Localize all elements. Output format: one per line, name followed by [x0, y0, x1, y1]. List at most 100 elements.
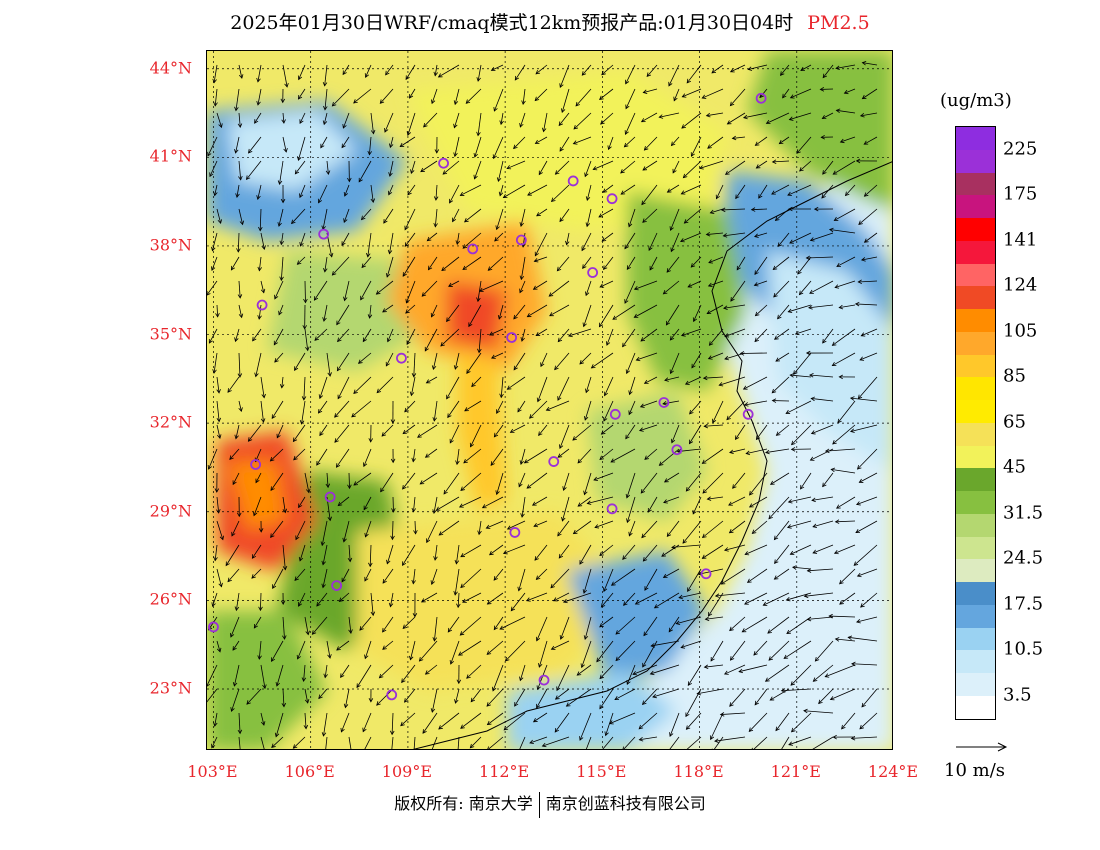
- wind-arrow: [753, 640, 768, 656]
- wind-arrow: [861, 88, 878, 100]
- wind-arrow: [318, 688, 328, 700]
- wind-arrow: [338, 592, 350, 602]
- wind-arrow: [447, 400, 460, 419]
- wind-arrow: [260, 712, 266, 726]
- wind-arrow: [792, 565, 812, 570]
- wind-arrow: [583, 400, 592, 421]
- colorbar-cell: [956, 627, 995, 651]
- wind-arrow: [709, 208, 724, 215]
- wind-arrow: [642, 544, 658, 562]
- wind-arrow: [698, 160, 724, 170]
- wind-arrow: [427, 256, 438, 271]
- wind-arrow: [418, 640, 438, 662]
- wind-arrow: [419, 472, 438, 485]
- city-marker: [509, 527, 521, 538]
- wind-arrow: [692, 496, 702, 515]
- wind-arrow: [238, 160, 243, 181]
- city-marker: [467, 243, 479, 255]
- wind-arrow: [336, 640, 350, 651]
- wind-arrow: [453, 136, 460, 158]
- wind-arrow: [514, 688, 526, 707]
- wind-arrow: [216, 112, 223, 129]
- wind-arrow: [800, 64, 812, 71]
- wind-arrow: [317, 400, 328, 414]
- wind-arrow: [787, 304, 812, 314]
- wind-arrow: [859, 352, 878, 361]
- wind-arrow: [211, 592, 218, 608]
- wind-arrow: [648, 232, 658, 252]
- wind-arrow: [726, 112, 746, 125]
- wind-arrow: [260, 664, 267, 690]
- city-marker: [396, 352, 407, 364]
- wind-arrow: [822, 64, 834, 79]
- city-marker: [250, 459, 262, 470]
- latitude-label: 32°N: [149, 412, 192, 432]
- wind-arrow: [559, 424, 570, 450]
- wind-arrow: [432, 616, 438, 642]
- wind-arrow: [628, 376, 636, 396]
- wind-arrow: [367, 304, 373, 319]
- copyright-left: 版权所有: 南京大学: [394, 794, 533, 813]
- wind-arrow: [583, 472, 592, 496]
- wind-arrow: [325, 160, 331, 176]
- colorbar-cell: [956, 582, 995, 605]
- wind-arrow: [215, 304, 220, 318]
- latitude-label: 44°N: [149, 58, 192, 78]
- wind-arrow: [486, 640, 504, 655]
- wind-arrow: [836, 256, 856, 267]
- wind-arrow: [347, 544, 353, 563]
- wind-arrow: [320, 136, 328, 149]
- wind-arrow: [454, 688, 460, 704]
- wind-arrow: [364, 64, 372, 78]
- wind-arrow: [638, 424, 658, 432]
- wind-arrow: [833, 208, 856, 221]
- wind-arrow: [409, 376, 416, 397]
- wind-arrow: [359, 616, 372, 631]
- wind-arrow: [319, 424, 328, 437]
- wind-arrow: [363, 496, 372, 511]
- wind-arrow: [863, 184, 878, 197]
- wind-arrow: [343, 688, 350, 709]
- wind-arrow: [343, 208, 350, 224]
- wind-arrow: [729, 640, 746, 661]
- wind-arrow: [808, 736, 834, 749]
- wind-arrow: [623, 136, 636, 148]
- wind-arrow: [532, 280, 548, 290]
- colorbar-cell: [956, 218, 995, 241]
- colorbar-cell: [956, 172, 995, 196]
- wind-arrow: [468, 304, 482, 328]
- wind-arrow: [433, 184, 439, 201]
- wind-arrow: [809, 280, 834, 294]
- wind-arrow: [561, 496, 570, 522]
- wind-arrow: [714, 592, 746, 598]
- wind-arrow: [581, 232, 592, 252]
- wind-arrow: [585, 184, 592, 201]
- latitude-label: 38°N: [149, 235, 192, 255]
- wind-arrow: [554, 352, 570, 371]
- wind-arrow: [299, 232, 306, 247]
- latitude-label: 35°N: [149, 324, 192, 344]
- wind-arrow: [405, 304, 416, 314]
- wind-arrow: [729, 64, 746, 73]
- wind-arrow: [681, 112, 702, 129]
- wind-arrow: [297, 136, 306, 161]
- wind-arrow: [729, 88, 746, 107]
- wind-arrow: [685, 472, 702, 492]
- wind-arrow: [626, 664, 636, 685]
- wind-arrow: [387, 184, 394, 196]
- wind-arrow: [254, 112, 262, 124]
- wind-arrow: [682, 520, 702, 544]
- wind-arrow: [256, 184, 262, 200]
- wind-arrow: [573, 112, 592, 130]
- wind-arrow: [260, 280, 266, 294]
- wind-arrow: [726, 400, 746, 421]
- wind-arrow: [734, 424, 746, 441]
- wind-arrow: [799, 160, 812, 172]
- wind-arrow: [320, 520, 328, 547]
- colorbar-cell: [956, 331, 995, 355]
- colorbar-cell: [956, 559, 995, 582]
- wind-arrow: [861, 688, 878, 708]
- wind-arrow: [834, 280, 856, 289]
- wind-arrow: [810, 396, 834, 402]
- wind-arrow: [732, 472, 746, 489]
